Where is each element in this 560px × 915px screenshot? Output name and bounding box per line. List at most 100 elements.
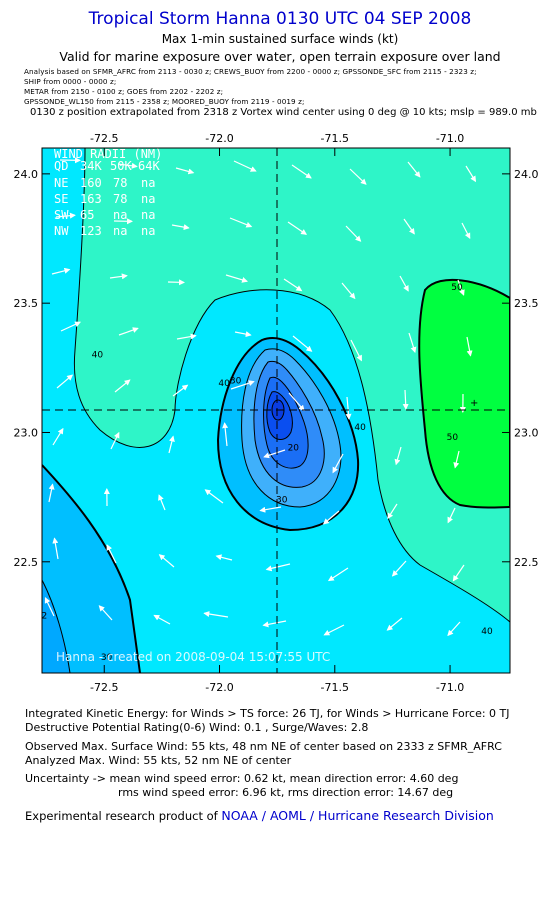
uncertainty-mean-text: Uncertainty -> mean wind speed error: 0.… (25, 772, 459, 785)
wind-vector-arrow (391, 560, 407, 577)
radii-header-64k: 64K (138, 159, 160, 173)
contour-30-sw-line (42, 464, 141, 673)
source-line-1: Analysis based on SFMR_AFRC from 2113 - … (24, 67, 477, 76)
wind-vector-arrow (222, 422, 229, 447)
contour-label: 40 (354, 423, 366, 433)
radii-ne-label: NE (54, 176, 68, 190)
wind-vector-arrow (402, 389, 409, 410)
contour-20-sw-line (42, 579, 71, 673)
source-line-2: SHIP from 0000 - 0000 z; (24, 77, 117, 86)
wind-vector-arrow (403, 218, 415, 235)
wind-vector-arrow (153, 614, 171, 625)
x-tick-label-top: -71.0 (436, 132, 464, 145)
wind-vector-arrow (323, 624, 345, 636)
contour-label: 30 (230, 376, 242, 386)
wind-vector-arrow (109, 273, 128, 280)
wind-vector-arrow (461, 222, 471, 240)
analyzed-max-text: Analyzed Max. Wind: 55 kts, 52 nm NE of … (25, 754, 292, 767)
radii-se-50: 78 (113, 192, 127, 206)
wind-vector-arrow (407, 161, 421, 178)
contour-label: 40 (92, 350, 104, 360)
dpr-text: Destructive Potential Rating(0-6) Wind: … (25, 721, 369, 734)
wind-vector-arrow (229, 217, 253, 228)
wind-vector-arrow (230, 380, 255, 390)
wind-vector-arrow (399, 275, 409, 292)
wind-vector-arrow (168, 435, 175, 454)
wind-vector-arrow (452, 564, 465, 582)
wind-vector-arrow (44, 597, 55, 617)
contour-label: 30 (276, 495, 288, 505)
radii-ne-64: na (141, 176, 155, 190)
wind-vector-arrow (158, 554, 175, 568)
x-tick-label-top: -71.5 (321, 132, 349, 145)
svg-text:NW 123 na na: NW 123 na na (54, 224, 155, 238)
y-tick-label-right: 24.0 (514, 168, 539, 181)
radii-ne-50: 78 (113, 176, 127, 190)
wind-vector-arrow (283, 278, 303, 292)
y-tick-label-left: 23.5 (14, 297, 39, 310)
wind-vector-arrow (114, 379, 131, 393)
wind-radii-table: WIND RADII (NM) QD 34K 50K 64K NE 160 78… (54, 147, 162, 238)
radii-se-label: SE (54, 192, 68, 206)
x-tick-label-bottom: -72.0 (205, 681, 233, 694)
wind-vector-arrow (341, 282, 356, 300)
page-title: Tropical Storm Hanna 0130 UTC 04 SEP 200… (88, 9, 472, 29)
radii-sw-64: na (141, 208, 155, 222)
wind-vector-arrow (292, 335, 313, 352)
position-line: 0130 z position extrapolated from 2318 z… (30, 107, 537, 118)
radii-ne-34: 160 (80, 176, 102, 190)
radii-nw-34: 123 (80, 224, 102, 238)
radii-nw-50: na (113, 224, 127, 238)
wind-vector-arrow (447, 621, 461, 637)
wind-vector-arrow (110, 431, 120, 450)
center-crosshair: + (42, 148, 510, 673)
contour-label: 30 (101, 653, 113, 663)
radii-header-34k: 34K (80, 159, 102, 173)
wind-vector-arrow (457, 279, 465, 296)
svg-text:+: + (470, 398, 478, 409)
wind-vector-arrow (55, 212, 76, 219)
x-tick-label-top: -72.0 (205, 132, 233, 145)
wind-vector-arrow (203, 611, 229, 618)
contour-label: 20 (288, 444, 300, 454)
wind-vector-arrow (465, 165, 477, 183)
contour-label: 50 (447, 433, 459, 443)
hrd-link[interactable]: NOAA / AOML / Hurricane Research Divisio… (221, 808, 494, 823)
plot-frame (41, 147, 511, 674)
axis-ticks: -72.5 -72.5 -72.0 -72.0 -71.5 -71.5 -71.0 -71.0… (14, 132, 539, 694)
wind-vector-arrow (262, 620, 287, 628)
radii-sw-50: na (113, 208, 127, 222)
radii-sw-34: 65 (80, 208, 94, 222)
wind-vector-arrow (408, 332, 417, 354)
creation-credit: Hanna - created on 2008-09-04 15:07:55 U… (56, 650, 330, 664)
radii-header-qd: QD (54, 159, 68, 173)
wind-vector-arrow (287, 221, 308, 235)
wind-vector-arrow (176, 333, 197, 340)
wind-vector-arrow (387, 503, 398, 520)
wind-vector-arrow (259, 506, 282, 513)
contour-label: 40 (481, 627, 493, 637)
y-tick-label-left: 24.0 (14, 168, 39, 181)
wind-vector-arrow (263, 449, 286, 459)
x-tick-label-bottom: -71.0 (436, 681, 464, 694)
fill-40-50 (74, 148, 510, 622)
radii-se-34: 163 (80, 192, 102, 206)
wind-vector-arrow (52, 427, 64, 446)
svg-text:SW 65 na na: SW 65 na na (54, 208, 155, 222)
radii-se-64: na (141, 192, 155, 206)
radii-header-50k: 50K (110, 159, 132, 173)
wind-vector-arrow (345, 225, 362, 242)
wind-vector-arrow (98, 605, 113, 621)
radii-sw-label: SW (54, 208, 69, 222)
wind-vector-arrow (171, 224, 190, 231)
wind-vector-arrow (225, 274, 249, 283)
wind-vector-arrow (118, 327, 139, 336)
wind-vector-arrow (117, 162, 138, 169)
wind-radii-title: WIND RADII (NM) (54, 147, 162, 161)
y-tick-label-left: 22.5 (14, 556, 39, 569)
wind-vector-arrow (447, 507, 456, 524)
wind-vectors (44, 157, 477, 637)
fill-below-30-sw (42, 465, 140, 673)
